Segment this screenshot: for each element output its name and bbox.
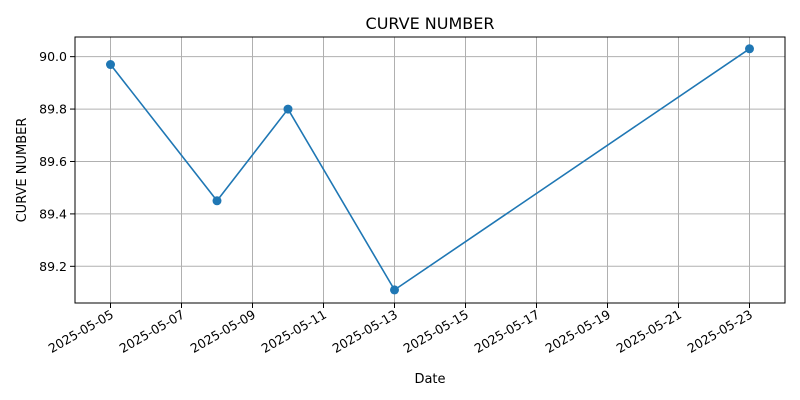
x-tick-label: 2025-05-05	[46, 307, 116, 356]
chart-title: CURVE NUMBER	[366, 14, 495, 33]
x-tick-label: 2025-05-15	[401, 307, 471, 356]
x-axis-label: Date	[414, 372, 445, 387]
x-tick-label: 2025-05-19	[543, 307, 613, 356]
data-point	[745, 44, 754, 54]
y-tick-label: 90.0	[39, 49, 67, 64]
data-point	[283, 104, 293, 114]
x-tick-label: 2025-05-23	[685, 307, 755, 356]
grid-lines	[75, 37, 785, 303]
x-tick-label: 2025-05-07	[117, 307, 187, 356]
y-tick-label: 89.6	[39, 154, 67, 169]
x-tick-label: 2025-05-17	[472, 307, 542, 356]
data-point	[390, 285, 399, 295]
x-tick-label: 2025-05-11	[259, 307, 329, 356]
x-tick-label: 2025-05-13	[330, 307, 400, 356]
data-point	[212, 196, 222, 206]
y-tick-label: 89.2	[39, 259, 67, 274]
y-axis-label: CURVE NUMBER	[15, 118, 30, 223]
axis-ticks: 2025-05-05 2025-05-07 2025-05-09 2025-05-11…	[39, 49, 755, 356]
y-tick-label: 89.8	[39, 102, 67, 117]
data-series	[106, 44, 754, 295]
data-point	[106, 60, 115, 70]
x-tick-label: 2025-05-21	[614, 307, 684, 356]
series-line	[109, 48, 750, 291]
x-tick-label: 2025-05-09	[188, 307, 258, 356]
plot-frame	[74, 36, 786, 304]
y-tick-label: 89.4	[39, 206, 67, 221]
